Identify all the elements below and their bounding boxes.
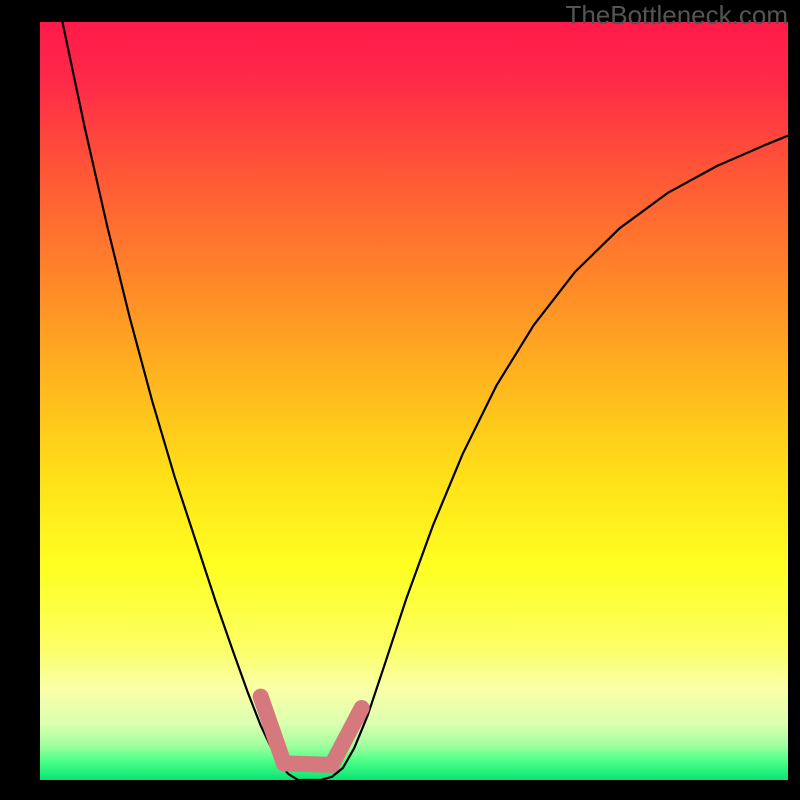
- highlight-segment: [332, 708, 362, 765]
- highlight-marks: [261, 697, 362, 765]
- curve-svg: [40, 22, 788, 780]
- plot-area: [40, 22, 788, 780]
- highlight-segment: [261, 697, 284, 764]
- watermark-text: TheBottleneck.com: [565, 0, 788, 31]
- bottleneck-curve: [62, 22, 788, 780]
- chart-container: TheBottleneck.com: [0, 0, 800, 800]
